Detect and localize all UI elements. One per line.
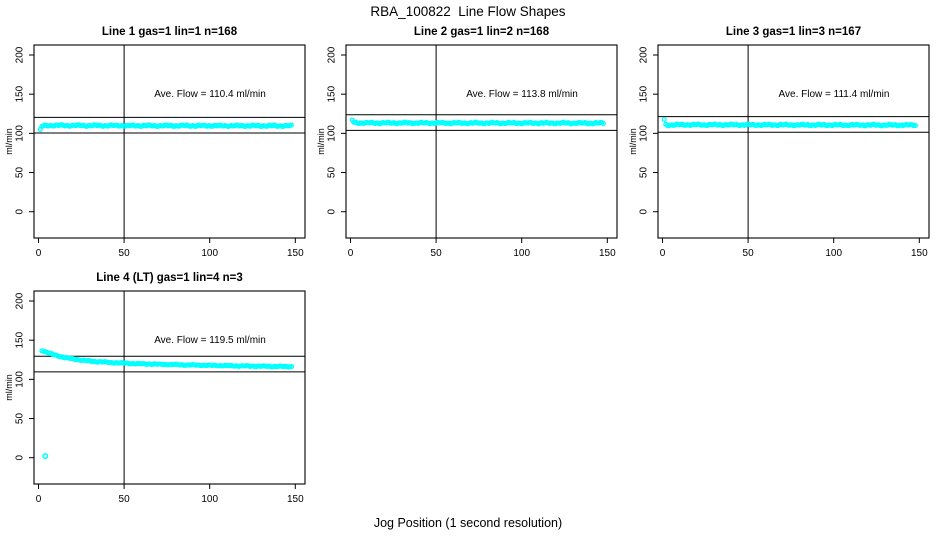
plot-box [33,290,306,485]
panel-line-2: Line 2 gas=1 lin=2 n=168 0 50 100 150 0 50 100 1… [314,20,626,270]
y-tick-label: 200 [327,46,338,63]
x-tick-label: 0 [660,248,666,259]
figure-title: RBA_100822 Line Flow Shapes [370,4,566,19]
panel-svg: Line 3 gas=1 lin=3 n=167 0 50 100 150 0 50 100 1… [628,26,930,259]
y-axis-label: ml/min [628,128,638,155]
y-tick-label: 200 [639,46,650,63]
y-tick-label: 150 [15,85,26,102]
x-tick-label: 50 [119,248,131,259]
panel-svg: Line 4 (LT) gas=1 lin=4 n=3 0 50 100 150 0 50 1… [4,272,306,505]
x-tick-label: 150 [287,494,304,505]
plot-box [33,44,306,239]
panel-svg: Line 2 gas=1 lin=2 n=168 0 50 100 150 0 50 100 1… [316,26,618,259]
y-axis-label: ml/min [316,128,326,155]
y-tick-label: 200 [15,46,26,63]
x-tick-label: 0 [36,494,42,505]
y-tick-label: 150 [639,85,650,102]
x-tick-label: 100 [201,494,218,505]
x-tick-label: 150 [599,248,616,259]
y-axis-label: ml/min [4,128,14,155]
y-tick-label: 100 [327,125,338,142]
y-tick-label: 50 [327,167,338,179]
x-tick-label: 0 [348,248,354,259]
data-point [288,122,294,128]
y-tick-label: 0 [15,454,26,460]
data-point [600,120,606,127]
ave-flow-annotation: Ave. Flow = 113.8 ml/min [466,89,578,100]
ave-flow-annotation: Ave. Flow = 110.4 ml/min [154,89,266,100]
plot-box [657,44,930,239]
panel-title: Line 2 gas=1 lin=2 n=168 [414,26,550,38]
x-tick-label: 50 [431,248,443,259]
plot-box [345,44,618,239]
outlier-point [42,453,49,460]
x-tick-label: 100 [825,248,842,259]
y-tick-label: 0 [15,208,26,214]
y-tick-label: 200 [15,292,26,309]
y-tick-label: 100 [639,125,650,142]
x-tick-label: 0 [36,248,42,259]
x-tick-label: 150 [287,248,304,259]
x-tick-label: 100 [201,248,218,259]
y-tick-label: 150 [327,85,338,102]
y-tick-label: 50 [639,167,650,179]
ave-flow-annotation: Ave. Flow = 119.5 ml/min [154,335,266,346]
data-point [912,122,918,129]
y-tick-label: 0 [327,208,338,214]
y-tick-label: 0 [639,208,650,214]
y-tick-label: 150 [15,331,26,348]
y-tick-label: 50 [15,413,26,425]
y-axis-label: ml/min [4,374,14,401]
x-axis-label: Jog Position (1 second resolution) [373,516,563,530]
panel-title: Line 1 gas=1 lin=1 n=168 [102,26,238,38]
panel-line-4: Line 4 (LT) gas=1 lin=4 n=3 0 50 100 150 0 50 1… [2,266,314,516]
panel-line-3: Line 3 gas=1 lin=3 n=167 0 50 100 150 0 50 100 1… [626,20,936,270]
x-tick-label: 50 [119,494,131,505]
y-tick-label: 100 [15,371,26,388]
data-point [288,364,295,370]
x-tick-label: 150 [911,248,928,259]
x-tick-label: 50 [743,248,755,259]
x-tick-label: 100 [513,248,530,259]
panel-svg: Line 1 gas=1 lin=1 n=168 0 50 100 150 0 50 100 1… [4,26,306,259]
ave-flow-annotation: Ave. Flow = 111.4 ml/min [779,89,890,100]
data-point [661,116,667,123]
panel-title: Line 3 gas=1 lin=3 n=167 [726,26,861,38]
panel-title: Line 4 (LT) gas=1 lin=4 n=3 [96,272,242,284]
y-tick-label: 100 [15,125,26,142]
panel-line-1: Line 1 gas=1 lin=1 n=168 0 50 100 150 0 50 100 1… [2,20,314,270]
y-tick-label: 50 [15,167,26,179]
